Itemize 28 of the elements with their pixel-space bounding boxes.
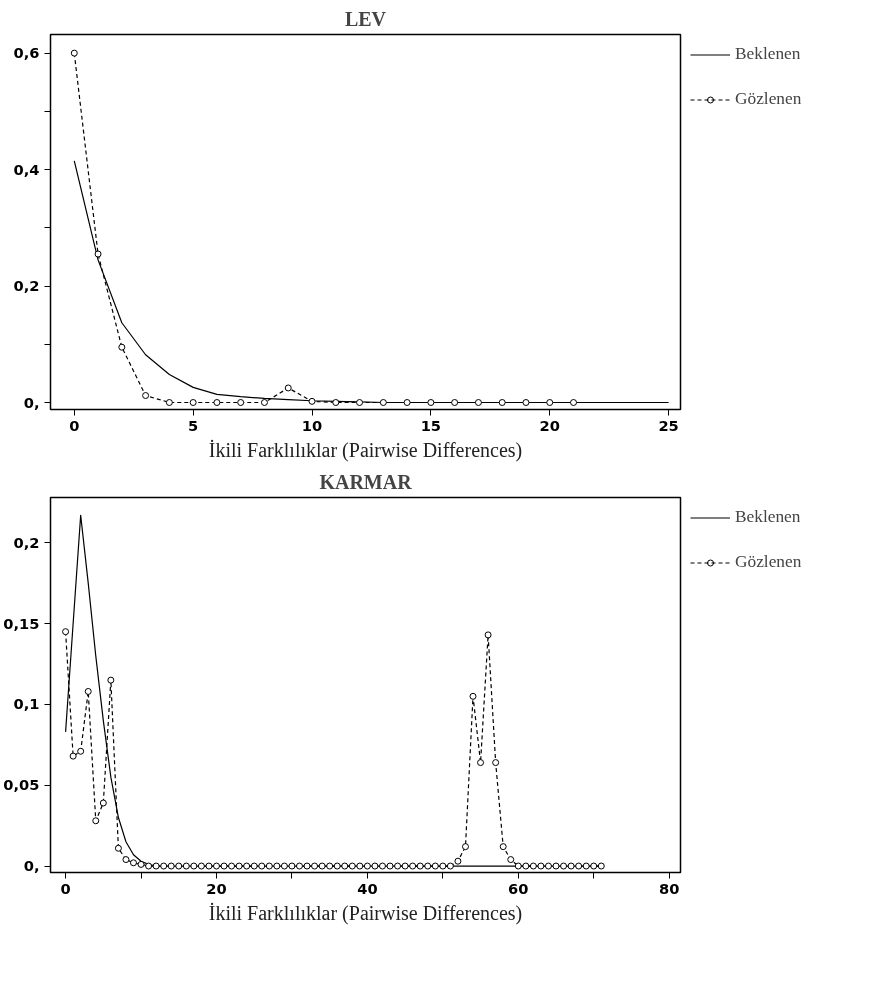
- x-tick-label: 60: [508, 879, 529, 897]
- legend-label: Beklenen: [735, 44, 801, 64]
- x-tick-label: 0: [60, 879, 71, 897]
- x-tick-label: 15: [420, 416, 442, 434]
- y-tick-label: 0,: [23, 857, 40, 875]
- x-tick-label: 20: [539, 416, 560, 434]
- legend-label: Beklenen: [735, 507, 801, 527]
- x-axis-title: İkili Farklılıklar (Pairwise Differences): [208, 438, 523, 462]
- x-tick-label: 10: [301, 416, 323, 434]
- y-tick-label: 0,6: [13, 44, 40, 62]
- chart-title: LEV: [344, 7, 387, 30]
- y-tick-label: 0,2: [13, 533, 40, 551]
- x-tick-label: 5: [188, 416, 199, 434]
- x-tick-label: 25: [658, 416, 679, 434]
- chart-title: KARMAR: [319, 470, 413, 493]
- legend-label: Gözlenen: [735, 89, 802, 109]
- y-tick-label: 0,2: [13, 277, 40, 295]
- x-tick-label: 0: [69, 416, 80, 434]
- y-tick-label: 0,1: [13, 695, 40, 713]
- x-axis-title: İkili Farklılıklar (Pairwise Differences): [208, 901, 523, 925]
- y-tick-label: 0,15: [3, 614, 40, 632]
- legend-label: Gözlenen: [735, 552, 802, 572]
- x-tick-label: 40: [357, 879, 378, 897]
- y-tick-label: 0,4: [13, 160, 40, 178]
- y-tick-label: 0,: [23, 393, 40, 411]
- x-tick-label: 80: [658, 879, 680, 897]
- x-tick-label: 20: [206, 879, 227, 897]
- y-tick-label: 0,05: [3, 776, 40, 794]
